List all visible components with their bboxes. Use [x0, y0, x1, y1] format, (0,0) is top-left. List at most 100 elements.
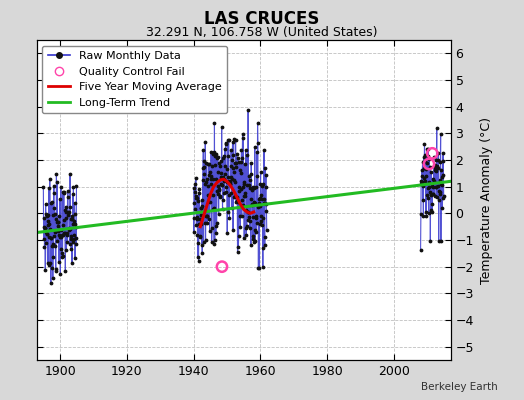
Point — [222, 184, 231, 190]
Point — [61, 209, 70, 216]
Point — [210, 241, 219, 247]
Point — [436, 238, 445, 244]
Point — [231, 193, 239, 199]
Point — [69, 184, 78, 190]
Point — [422, 166, 430, 172]
Point — [193, 216, 201, 222]
Point — [202, 160, 210, 166]
Point — [428, 208, 436, 215]
Point — [427, 190, 435, 197]
Point — [225, 177, 233, 184]
Point — [210, 120, 219, 126]
Point — [423, 153, 432, 160]
Point — [235, 184, 244, 190]
Point — [223, 178, 231, 185]
Point — [208, 239, 216, 245]
Point — [45, 234, 53, 240]
Point — [248, 214, 257, 220]
Point — [257, 192, 265, 198]
Point — [202, 179, 210, 185]
Point — [425, 178, 433, 185]
Point — [422, 212, 431, 219]
Point — [54, 219, 62, 225]
Point — [191, 206, 199, 212]
Point — [247, 242, 255, 248]
Point — [228, 152, 237, 158]
Point — [51, 211, 59, 218]
Point — [204, 161, 213, 167]
Point — [234, 198, 242, 205]
Point — [212, 223, 221, 229]
Point — [244, 209, 253, 216]
Point — [422, 146, 431, 152]
Point — [71, 211, 79, 218]
Point — [426, 238, 434, 244]
Point — [203, 220, 211, 227]
Point — [46, 176, 54, 182]
Point — [200, 171, 208, 177]
Point — [230, 136, 238, 142]
Point — [225, 179, 234, 185]
Point — [418, 158, 427, 165]
Point — [438, 182, 446, 188]
Point — [68, 216, 76, 222]
Point — [207, 181, 215, 188]
Point — [238, 184, 247, 190]
Point — [258, 215, 267, 222]
Point — [245, 214, 253, 220]
Point — [218, 182, 226, 188]
Point — [52, 216, 60, 222]
Point — [191, 180, 199, 187]
Point — [229, 164, 237, 171]
Point — [420, 154, 428, 160]
Point — [429, 191, 438, 198]
Point — [261, 183, 270, 190]
Point — [193, 194, 201, 201]
Point — [251, 227, 259, 234]
Point — [239, 202, 247, 208]
Point — [193, 232, 202, 238]
Point — [48, 199, 56, 206]
Point — [44, 222, 52, 228]
Point — [213, 169, 222, 175]
Point — [262, 200, 270, 207]
Point — [41, 200, 50, 207]
Point — [49, 190, 58, 196]
Point — [239, 178, 248, 185]
Point — [206, 173, 215, 180]
Point — [201, 237, 210, 243]
Point — [256, 203, 264, 210]
Point — [232, 160, 241, 166]
Point — [241, 180, 249, 187]
Point — [429, 184, 438, 190]
Point — [424, 194, 433, 201]
Point — [201, 181, 209, 187]
Point — [260, 234, 269, 241]
Point — [228, 176, 236, 182]
Point — [56, 196, 64, 202]
Point — [250, 200, 259, 206]
Point — [206, 169, 214, 175]
Point — [439, 172, 447, 178]
Point — [56, 227, 64, 234]
Point — [59, 222, 68, 228]
Point — [432, 184, 440, 190]
Point — [47, 235, 56, 241]
Point — [227, 205, 236, 211]
Point — [257, 218, 266, 224]
Point — [239, 135, 247, 142]
Point — [220, 189, 228, 196]
Point — [432, 184, 440, 191]
Point — [206, 199, 214, 205]
Point — [226, 181, 234, 187]
Point — [240, 193, 248, 200]
Point — [420, 141, 429, 148]
Point — [220, 176, 228, 182]
Point — [210, 204, 218, 211]
Point — [68, 238, 77, 245]
Point — [228, 157, 236, 164]
Point — [53, 219, 62, 226]
Point — [238, 154, 246, 161]
Point — [258, 196, 266, 203]
Point — [234, 233, 243, 239]
